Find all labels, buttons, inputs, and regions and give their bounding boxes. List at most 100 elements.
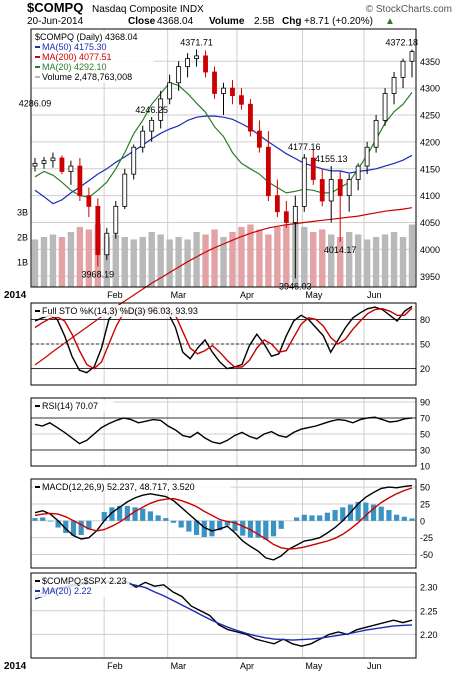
- price-y-tick: 3950: [420, 272, 440, 282]
- volume-label: Volume: [209, 16, 245, 27]
- macd-panel-y-tick: 50: [420, 483, 430, 493]
- candle-body: [301, 157, 307, 207]
- candle-body: [310, 157, 316, 180]
- symbol-title: $COMPQ: [27, 0, 83, 15]
- price-annotation: 3968.19: [82, 269, 115, 279]
- macd-histogram-bar: [132, 507, 138, 521]
- macd-panel: 50 25 0 -25 -50 MACD(12,26,9) 52.237, 48.717,…: [31, 479, 433, 568]
- macd-histogram-bar: [340, 507, 346, 521]
- volume-axis-label: 1B: [17, 257, 28, 267]
- stochastic-panel-y-tick: 50: [420, 340, 430, 350]
- candle-body: [382, 93, 388, 121]
- macd-histogram-bar: [70, 520, 77, 536]
- x-tick-label: 2014: [4, 290, 27, 301]
- volume-bar: [354, 234, 362, 287]
- candle-body: [230, 87, 235, 97]
- volume-bar: [220, 236, 227, 287]
- price-annotation: 4155.13: [315, 154, 348, 164]
- macd-histogram-bar: [47, 520, 53, 522]
- candle-body: [221, 87, 226, 94]
- stochastic-panel-frame: [30, 302, 417, 386]
- macd-histogram-bar: [363, 502, 369, 521]
- candle-body: [131, 146, 137, 175]
- price-y-tick: 4200: [420, 137, 440, 147]
- volume-bar: [390, 231, 398, 287]
- x-tick-label: Mar: [171, 290, 187, 300]
- volume-bar: [85, 229, 93, 287]
- macd-histogram-bar: [278, 520, 284, 529]
- macd-histogram-bar: [101, 512, 107, 521]
- candle-body: [400, 60, 406, 78]
- volume-bar: [58, 236, 66, 287]
- volume-bar: [49, 234, 57, 287]
- volume-bar: [166, 239, 173, 287]
- macd-histogram-bar: [163, 518, 169, 521]
- macd-histogram-bar: [140, 508, 146, 521]
- macd-histogram-bar: [178, 520, 184, 528]
- relative-strength-panel-y-tick: 2.30: [420, 583, 438, 593]
- candle-body: [50, 157, 56, 162]
- candle-body: [212, 71, 217, 94]
- macd-histogram-bar: [124, 505, 130, 521]
- macd-histogram-bar: [263, 520, 269, 540]
- macd-histogram-bar: [63, 520, 69, 533]
- volume-bar: [202, 234, 209, 287]
- ma50-line: [34, 115, 413, 205]
- volume-bar: [372, 236, 380, 287]
- macd-panel-series-0: [34, 484, 413, 561]
- legend-entry: Full STO %K(14,3) %D(3) 96.03, 93.93: [42, 306, 198, 316]
- macd-histogram-bar: [86, 520, 92, 530]
- legend-box: [33, 31, 154, 83]
- volume-bar: [67, 231, 75, 287]
- volume-bar: [283, 224, 290, 287]
- volume-bar: [336, 236, 344, 287]
- candle-body: [59, 157, 65, 172]
- volume-bar: [301, 226, 308, 287]
- legend-entry: MA(200) 4077.51: [42, 52, 112, 62]
- candle-body: [203, 55, 208, 73]
- candle-body: [122, 173, 128, 207]
- macd-panel-frame: [30, 478, 417, 569]
- macd-histogram-bar: [309, 515, 315, 521]
- macd-histogram-bar: [378, 506, 384, 521]
- price-panel: 4350 4300 4250 4200 4150 4100 4050 4000 3950 3B 2B…: [4, 29, 440, 366]
- chg-up-icon: ▲: [385, 16, 395, 27]
- price-y-tick: 4100: [420, 191, 440, 201]
- candle-body: [328, 179, 334, 202]
- relative-strength-panel-y-tick: 2.20: [420, 630, 438, 640]
- chg-value: +8.71 (+0.20%): [304, 16, 373, 27]
- price-annotation: 3946.03: [279, 281, 312, 291]
- macd-panel-y-tick: -25: [420, 533, 433, 543]
- volume-bar: [40, 236, 48, 287]
- macd-histogram-bar: [301, 514, 307, 521]
- macd-histogram-bar: [324, 512, 330, 521]
- volume-axis-label: 3B: [17, 207, 28, 217]
- legend-entry: RSI(14) 70.07: [42, 401, 98, 411]
- macd-histogram-bar: [201, 520, 207, 537]
- volume-bar: [121, 236, 128, 287]
- stochastic-panel-y-tick: 80: [420, 315, 430, 325]
- candle-body: [364, 146, 370, 167]
- candle-body: [86, 195, 92, 207]
- rsi-panel-y-tick: 30: [420, 446, 430, 456]
- macd-histogram-bar: [255, 520, 261, 538]
- index-name: Nasdaq Composite INDX: [92, 4, 204, 15]
- rsi-panel-y-tick: 90: [420, 398, 430, 408]
- volume-bar: [229, 231, 236, 287]
- macd-histogram-bar: [394, 514, 400, 521]
- candle-body: [95, 205, 101, 256]
- x-tick-label: May: [305, 290, 323, 300]
- stochastic-panel: 80 50 20 Full STO %K(14,3) %D(3) 96.03, 93.…: [31, 303, 430, 385]
- price-annotation: 4286.09: [19, 99, 52, 109]
- macd-histogram-bar: [270, 520, 277, 537]
- candle-body: [104, 232, 110, 256]
- macd-histogram-bar: [386, 510, 392, 521]
- volume-bar: [103, 236, 111, 287]
- candle-body: [185, 58, 190, 68]
- price-annotation: 4371.71: [180, 38, 213, 48]
- price-y-tick: 4000: [420, 245, 440, 255]
- candle-body: [140, 130, 146, 148]
- volume-bar: [157, 234, 164, 287]
- candle-body: [337, 179, 343, 197]
- price-annotation: 4246.25: [135, 105, 168, 115]
